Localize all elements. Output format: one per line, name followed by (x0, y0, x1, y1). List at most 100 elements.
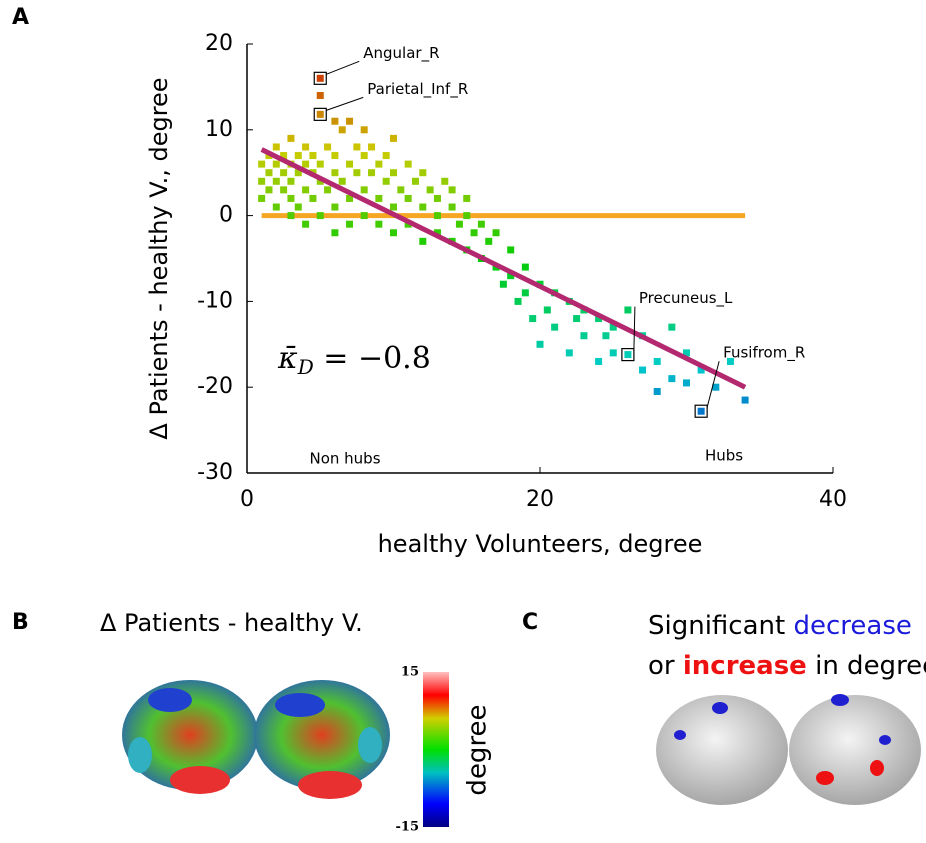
point (726, 357, 734, 365)
y-axis-label: Δ Patients - healthy V., degree (145, 77, 173, 439)
annotation: Parietal_Inf_R (367, 80, 468, 99)
point (397, 186, 405, 194)
point (382, 152, 390, 160)
x-axis-label: healthy Volunteers, degree (378, 530, 703, 558)
point (390, 203, 397, 211)
point (331, 152, 339, 160)
point (353, 169, 361, 177)
point (470, 229, 478, 237)
point (368, 169, 376, 177)
point (382, 177, 390, 185)
point (507, 272, 515, 280)
colorbar (423, 672, 449, 827)
highlight (313, 107, 327, 121)
point (595, 357, 603, 365)
point (433, 229, 441, 237)
point (404, 160, 412, 168)
point (287, 194, 295, 202)
point (294, 203, 302, 211)
point (477, 220, 485, 228)
y-tick-label: -20 (197, 374, 233, 399)
point (272, 203, 280, 211)
region-label: Hubs (705, 447, 743, 465)
point (536, 340, 544, 348)
point (683, 379, 690, 387)
stat-text: = −0.8 (314, 341, 431, 376)
point (463, 194, 471, 202)
point (331, 203, 339, 211)
text: or (648, 651, 683, 681)
point (265, 169, 273, 177)
point (280, 186, 288, 194)
point (302, 220, 310, 228)
point (272, 177, 280, 185)
colorbar-tick-label: 15 (401, 665, 419, 680)
point (668, 323, 676, 331)
point (609, 323, 617, 331)
panel-label: A (12, 5, 29, 30)
x-tick-label: 0 (240, 487, 254, 512)
point (375, 194, 383, 202)
y-tick-label: -10 (197, 288, 233, 313)
colorbar-tick-label: -15 (396, 820, 420, 835)
y-tick-label: 20 (205, 31, 233, 56)
point (302, 186, 310, 194)
point (338, 177, 346, 185)
point (258, 160, 266, 168)
point (609, 349, 617, 357)
point (602, 332, 610, 340)
highlight (621, 347, 635, 362)
point (272, 143, 280, 151)
point (433, 194, 441, 202)
point (346, 117, 354, 125)
x-tick-label: 20 (526, 487, 554, 512)
point (492, 229, 500, 237)
point (455, 220, 463, 228)
point (741, 396, 749, 404)
panel-title: or increase in degree (648, 651, 926, 681)
point (353, 143, 361, 151)
point (683, 349, 690, 357)
point (287, 134, 295, 142)
point (411, 177, 419, 185)
point (419, 237, 427, 245)
point (272, 160, 280, 168)
leader (706, 361, 720, 408)
point (258, 177, 266, 185)
text: increase (683, 651, 807, 681)
point (280, 169, 288, 177)
point (426, 186, 434, 194)
leader (326, 96, 364, 111)
point (529, 315, 537, 323)
point (316, 212, 324, 220)
region-label: Non hubs (309, 450, 380, 468)
point (294, 152, 302, 160)
point (316, 91, 324, 99)
point (624, 351, 632, 359)
point (543, 306, 551, 314)
point (280, 152, 288, 160)
point (668, 375, 676, 383)
point (346, 160, 354, 168)
point (360, 126, 368, 134)
y-tick-label: -30 (197, 460, 233, 485)
stat-sub: D (297, 355, 314, 379)
point (338, 126, 346, 134)
point (573, 315, 581, 323)
y-tick-label: 10 (205, 117, 233, 142)
point (624, 306, 632, 314)
point (324, 186, 332, 194)
point (360, 186, 368, 194)
leader (326, 60, 360, 75)
panel-label: B (12, 610, 29, 635)
point (653, 387, 661, 395)
point (448, 186, 456, 194)
point (265, 186, 273, 194)
point (346, 220, 354, 228)
stat: κ̄D = −0.8 (277, 341, 431, 379)
point (595, 315, 603, 323)
point (521, 263, 529, 271)
point (499, 280, 507, 288)
brains-b (122, 680, 390, 799)
point (565, 349, 573, 357)
